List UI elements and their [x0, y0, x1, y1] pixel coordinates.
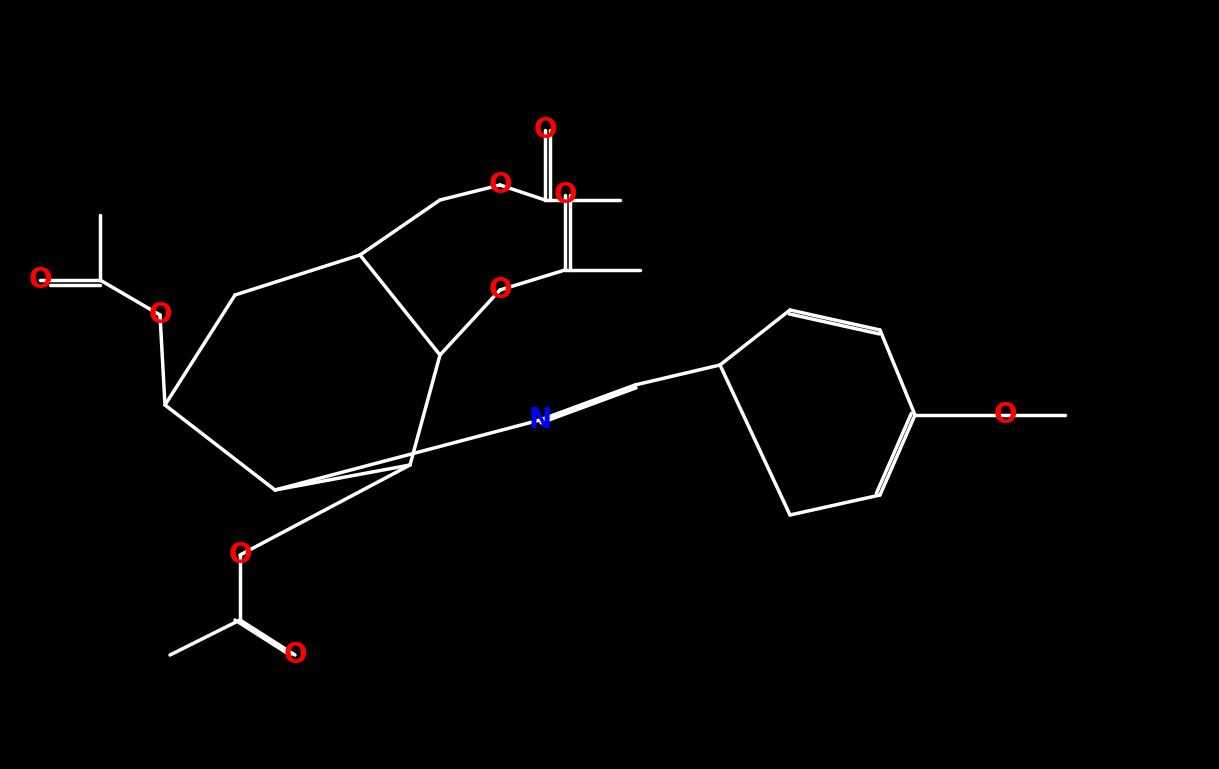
- Text: O: O: [489, 171, 512, 199]
- Text: O: O: [149, 301, 172, 329]
- Text: O: O: [489, 276, 512, 304]
- Text: O: O: [553, 181, 577, 209]
- Text: O: O: [533, 116, 557, 144]
- Text: O: O: [283, 641, 307, 669]
- Text: O: O: [993, 401, 1017, 429]
- Text: O: O: [228, 541, 252, 569]
- Text: O: O: [28, 266, 51, 294]
- Text: N: N: [529, 406, 551, 434]
